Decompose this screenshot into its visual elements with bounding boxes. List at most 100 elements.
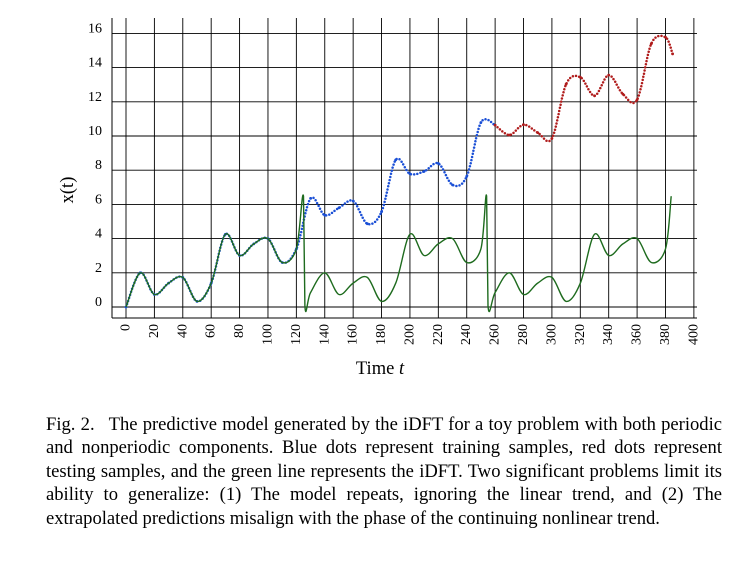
training-dot [299,230,303,234]
training-dot [484,117,487,121]
training-dot [304,208,308,212]
training-dot [357,207,360,211]
training-point [436,162,440,165]
testing-dot [548,139,551,143]
training-dot [427,166,430,170]
y-tick-label: 0 [95,295,102,310]
testing-dot [538,132,541,136]
training-dot [333,209,336,213]
training-dot [318,207,322,211]
x-tick-label: 380 [658,324,673,345]
testing-dot [644,63,648,66]
training-dot [385,191,389,194]
x-tick-label: 100 [261,324,276,345]
training-dot [305,205,309,209]
x-tick-label: 200 [402,324,417,345]
testing-dot [640,84,643,88]
x-tick-label: 160 [346,324,361,345]
training-dot [299,233,302,237]
training-dot [464,177,467,180]
testing-dot [610,75,613,78]
testing-dot [645,59,648,63]
testing-point [578,75,582,79]
y-tick-label: 2 [95,261,102,276]
testing-dot [582,79,586,83]
y-tick-label: 8 [95,158,102,173]
training-dot [481,119,484,122]
testing-dot [599,86,602,90]
testing-dot [588,90,592,94]
training-dot [478,124,481,128]
training-dot [462,179,466,183]
plot-area [124,34,674,313]
testing-dot [554,125,558,128]
x-axis-label-prefix: Time [356,359,399,379]
testing-dot [512,131,515,135]
testing-dot [647,50,650,54]
testing-dot [632,101,635,105]
training-dot [379,212,382,216]
training-dot [389,175,392,179]
training-dot [386,188,389,191]
testing-dot [555,119,559,122]
testing-dot [643,66,647,69]
training-dot [341,204,344,207]
testing-dot [646,53,650,57]
testing-dot [603,78,606,81]
testing-dot [571,74,575,78]
testing-point [649,42,653,46]
x-tick-label: 400 [686,324,701,345]
y-tick-label: 14 [88,56,102,71]
training-dot [304,212,307,215]
training-dot [375,218,379,221]
training-dot [387,181,391,185]
testing-dot [645,56,649,60]
x-tick-label: 240 [459,324,474,345]
training-dot [343,202,347,205]
testing-dot [542,137,546,140]
training-dot [388,178,391,182]
axes [111,18,697,319]
training-dot [401,163,405,166]
training-dot [355,205,359,208]
testing-dot [584,82,587,85]
training-dot [382,203,386,207]
testing-point [593,94,596,98]
testing-dot [525,123,528,127]
testing-point [671,52,674,56]
testing-dot [501,130,504,133]
training-dot [477,127,480,131]
x-tick-label: 20 [147,324,162,338]
training-dot [412,173,416,176]
training-dot [330,211,334,215]
training-point [479,121,483,124]
training-dot [460,182,464,185]
testing-point [621,92,625,96]
testing-dot [545,139,548,142]
y-tick-label: 16 [88,21,102,36]
training-dot [449,182,452,185]
testing-dot [670,49,673,52]
training-dot [377,215,381,219]
training-dot [469,161,472,165]
figure-caption-text: The predictive model generated by the iD… [46,414,722,529]
y-tick-label: 10 [88,124,102,139]
training-dot [363,219,366,222]
testing-dot [590,93,594,96]
training-dot [361,216,364,220]
testing-dot [559,103,562,106]
training-dot [424,169,428,172]
training-dot [470,158,473,162]
testing-dot [514,129,518,132]
testing-dot [654,36,657,39]
training-dot [466,171,470,174]
testing-dot [566,79,570,82]
testing-point [493,123,497,127]
testing-dot [551,134,555,138]
testing-dot [557,112,560,116]
training-point [380,210,383,214]
training-dot [472,149,475,152]
testing-dot [618,88,622,92]
testing-dot [559,100,563,103]
training-dot [391,166,394,169]
